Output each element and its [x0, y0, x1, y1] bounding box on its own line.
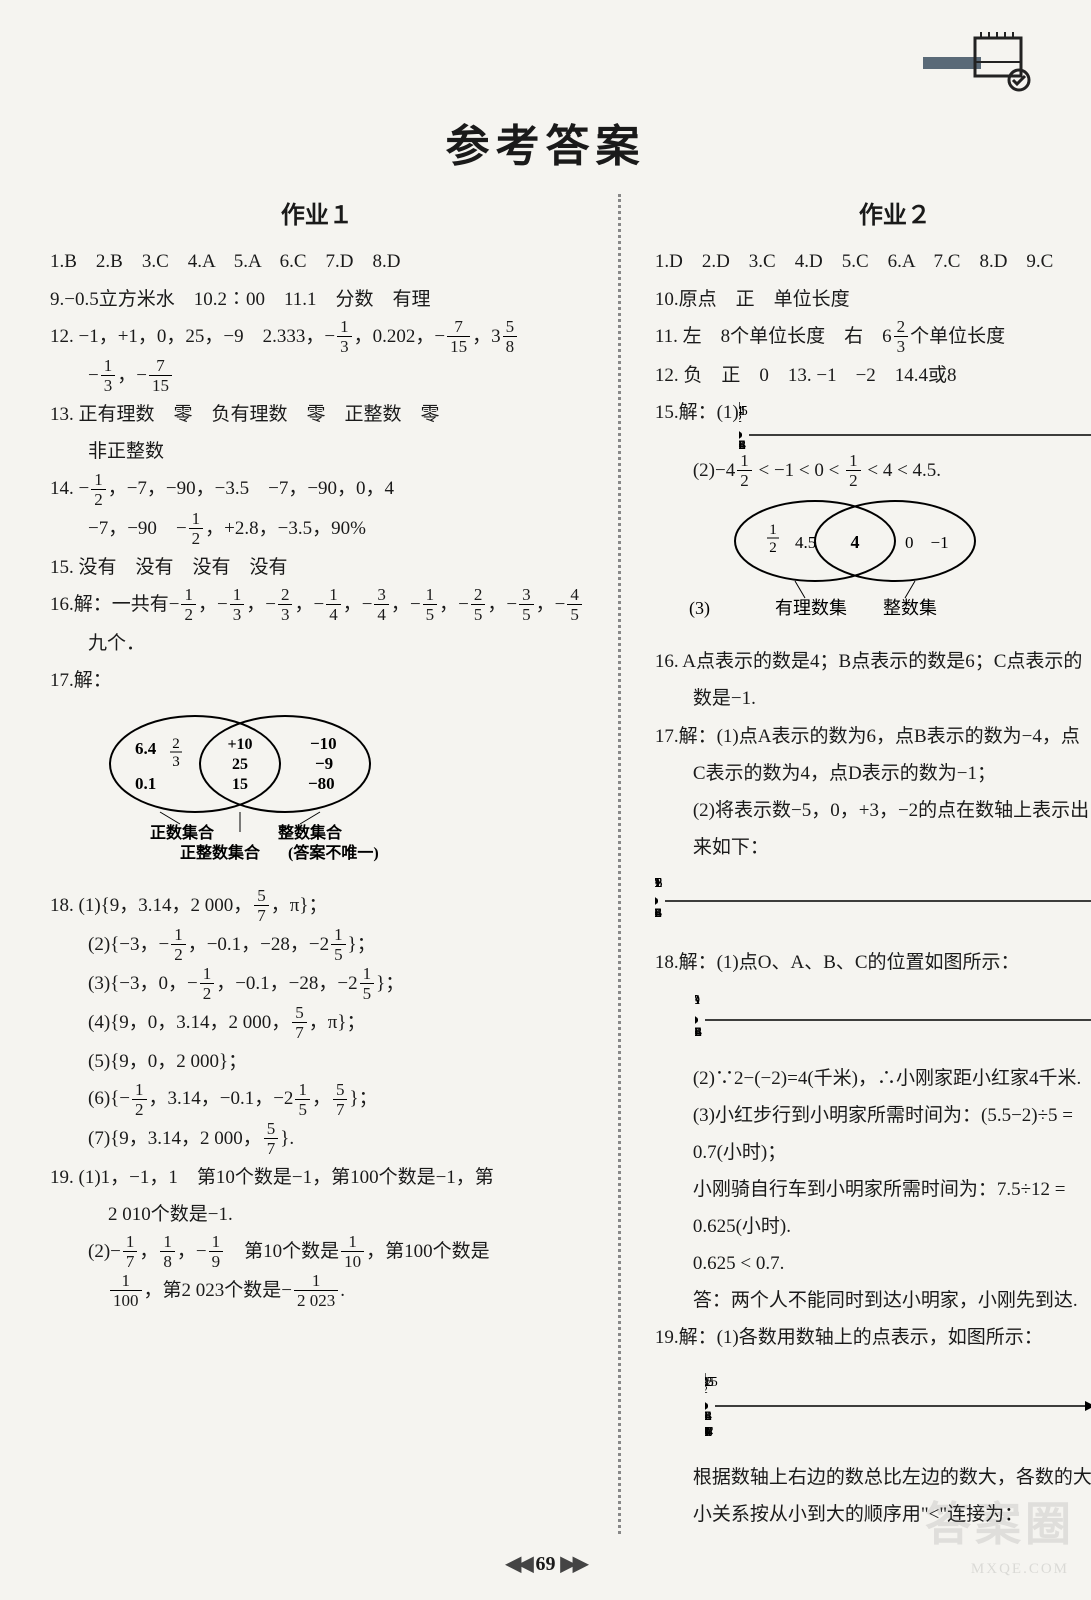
svg-text:正整数集合: 正整数集合: [180, 843, 261, 862]
left-column: 作业１ 1.B 2.B 3.C 4.A 5.A 6.C 7.D 8.D 9.−0…: [50, 194, 584, 1534]
watermark: 答案圈: [925, 1488, 1075, 1554]
l-row3b: −13，−715: [50, 358, 584, 395]
r-row3: 11. 左 8个单位长度 右 623个单位长度: [655, 319, 1091, 356]
number-line-1: −5−4−3−2−101234512−4−11244.5: [739, 395, 1091, 451]
svg-text:7: 7: [695, 1024, 699, 1039]
r18c: (3)小红步行到小明家所需时间为：(5.5−2)÷5 =: [655, 1098, 1091, 1133]
l18-4: (4){9，0，3.14，2 000，57，π}；: [50, 1005, 584, 1042]
l18-7: (7){9，3.14，2 000，57}.: [50, 1121, 584, 1158]
l-row8: 17.解：: [50, 663, 584, 698]
r17c: (2)将表示数−5，0，+3，−2的点在数轴上表示出: [655, 793, 1091, 828]
svg-text:0 −1: 0 −1: [905, 533, 949, 552]
svg-text:4.5: 4.5: [739, 404, 748, 419]
svg-text:(3): (3): [689, 598, 710, 619]
svg-text:A: A: [655, 876, 661, 891]
svg-text:4: 4: [705, 1408, 709, 1423]
svg-text:(答案不唯一): (答案不唯一): [288, 843, 379, 862]
r17d: 来如下：: [655, 830, 1091, 865]
l-row1: 1.B 2.B 3.C 4.A 5.A 6.C 7.D 8.D: [50, 244, 584, 279]
l-row7: 16.解：一共有−12，−13，−23，−14，−34，−15，−25，−35，…: [50, 587, 584, 624]
r16b: 数是−1.: [655, 681, 1091, 716]
svg-text:整数集合: 整数集合: [277, 823, 343, 842]
right-column: 作业２ 1.D 2.D 3.C 4.D 5.C 6.A 7.C 8.D 9.C …: [655, 194, 1091, 1534]
r18d: 小刚骑自行车到小明家所需时间为：7.5÷12 =: [655, 1172, 1091, 1207]
svg-text:−10: −10: [310, 734, 337, 753]
svg-text:4: 4: [705, 1425, 709, 1440]
page-title: 参考答案: [50, 110, 1041, 174]
left-subtitle: 作业１: [50, 194, 584, 238]
l-row5: 14. −12，−7，−90，−3.5 −7，−90，0，4: [50, 471, 584, 508]
svg-text:15: 15: [232, 776, 248, 793]
r18c2: 0.7(小时)；: [655, 1135, 1091, 1170]
svg-text:3: 3: [172, 754, 180, 770]
footer: ◀◀ 69 ▶▶: [0, 1551, 1091, 1576]
r16: 16. A点表示的数是4；B点表示的数是6；C点表示的: [655, 644, 1091, 679]
svg-text:整数集: 整数集: [883, 598, 937, 618]
venn-left: 6.4 0.1 2 3 +10 25 15 −10 −9 −80 正数集合 整数…: [80, 704, 584, 881]
number-line-2: −6−5−4−3−2−10123456−5B−2D0+3CA: [655, 871, 1091, 939]
l19-2a: (2)−17，18，−19 第10个数是110，第100个数是: [50, 1234, 584, 1271]
number-line-4: −4−3−2−101234−3.5−212−00.523.5−4B−3E−1F0…: [705, 1362, 1091, 1454]
svg-text:1: 1: [769, 522, 777, 538]
r18d2: 0.625(小时).: [655, 1209, 1091, 1244]
r18a: 18.解：(1)点O、A、B、C的位置如图所示：: [655, 945, 1091, 980]
header-icon: [921, 32, 1031, 92]
page-number: 69: [536, 1553, 556, 1575]
svg-text:5: 5: [739, 437, 742, 451]
l18-6: (6){−12，3.14，−0.1，−215，57}；: [50, 1081, 584, 1118]
svg-text:2: 2: [172, 736, 180, 752]
right-subtitle: 作业２: [655, 194, 1091, 238]
l18-1: 18. (1){9，3.14，2 000，57，π}；: [50, 888, 584, 925]
r18e: 0.625 < 0.7.: [655, 1246, 1091, 1281]
l-row4b: 非正整数: [50, 434, 584, 469]
l18-3: (3){−3，0，−12，−0.1，−28，−215}；: [50, 966, 584, 1003]
svg-text:−9: −9: [315, 754, 333, 773]
svg-text:4.5: 4.5: [795, 533, 816, 552]
watermark-url: MXQE.COM: [971, 1561, 1069, 1578]
r-row5b: (2)−412 < −1 < 0 < 12 < 4 < 4.5.: [655, 453, 1091, 490]
footer-left-icon: ◀◀: [506, 1553, 531, 1575]
svg-text:3.5: 3.5: [705, 1375, 714, 1390]
r-row1: 1.D 2.D 3.C 4.D 5.C 6.A 7.C 8.D 9.C: [655, 244, 1091, 279]
l19-1b: 2 010个数是−1.: [50, 1197, 584, 1232]
r-row2: 10.原点 正 单位长度: [655, 282, 1091, 317]
l-row4: 13. 正有理数 零 负有理数 零 正整数 零: [50, 397, 584, 432]
l-row7b: 九个．: [50, 626, 584, 661]
r-row5: 15.解：(1) −5−4−3−2−101234512−4−11244.5: [655, 395, 1091, 451]
column-divider: [618, 194, 621, 1534]
r18f: 答：两个人不能同时到达小明家，小刚先到达.: [655, 1283, 1091, 1318]
r-row4: 12. 负 正 0 13. −1 −2 14.4或8: [655, 358, 1091, 393]
l19-1a: 19. (1)1，−1，1 第10个数是−1，第100个数是−1，第: [50, 1160, 584, 1195]
l-row3: 12. −1，+1，0，25，−9 2.333，−13，0.202，−715，3…: [50, 319, 584, 356]
number-line-3: −5−4−3−2−101234567COAB: [695, 986, 1091, 1054]
svg-text:有理数集: 有理数集: [775, 598, 847, 618]
svg-text:6.4: 6.4: [135, 739, 157, 758]
svg-text:25: 25: [232, 756, 248, 773]
svg-text:6: 6: [655, 905, 659, 920]
r18b: (2)∵2−(−2)=4(千米)，∴小刚家距小红家4千米.: [655, 1061, 1091, 1096]
svg-text:0.1: 0.1: [135, 774, 156, 793]
r19a: 19.解：(1)各数用数轴上的点表示，如图所示：: [655, 1320, 1091, 1355]
svg-text:+10: +10: [227, 736, 252, 753]
l19-2b: 1100，第2 023个数是−12 023.: [50, 1273, 584, 1310]
r17a: 17.解：(1)点A表示的数为6，点B表示的数为−4，点: [655, 719, 1091, 754]
svg-text:2: 2: [769, 540, 777, 556]
l-row5b: −7，−90 −12，+2.8，−3.5，90%: [50, 511, 584, 548]
l18-2: (2){−3，−12，−0.1，−28，−215}；: [50, 927, 584, 964]
svg-text:4: 4: [850, 532, 859, 552]
r17b: C表示的数为4，点D表示的数为−1；: [655, 756, 1091, 791]
svg-text:B: B: [695, 993, 700, 1008]
l-row2: 9.−0.5立方米水 10.2∶00 11.1 分数 有理: [50, 282, 584, 317]
svg-text:−80: −80: [308, 774, 335, 793]
svg-text:正数集合: 正数集合: [150, 823, 215, 842]
l18-5: (5){9，0，2 000}；: [50, 1044, 584, 1079]
l-row6: 15. 没有 没有 没有 没有: [50, 550, 584, 585]
venn-right: 1 2 4.5 4 0 −1 (3) 有理数集 整数集: [665, 496, 1091, 638]
footer-right-icon: ▶▶: [561, 1553, 586, 1575]
